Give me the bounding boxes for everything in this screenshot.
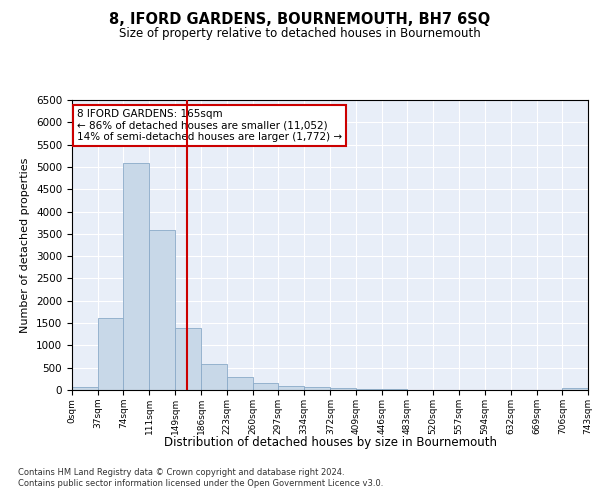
Bar <box>227 377 253 390</box>
Bar <box>562 388 588 390</box>
Bar <box>98 318 124 390</box>
Bar <box>253 384 278 390</box>
Text: 8, IFORD GARDENS, BOURNEMOUTH, BH7 6SQ: 8, IFORD GARDENS, BOURNEMOUTH, BH7 6SQ <box>109 12 491 28</box>
Y-axis label: Number of detached properties: Number of detached properties <box>20 158 31 332</box>
Text: 8 IFORD GARDENS: 165sqm
← 86% of detached houses are smaller (11,052)
14% of sem: 8 IFORD GARDENS: 165sqm ← 86% of detache… <box>77 108 342 142</box>
Bar <box>124 164 149 390</box>
Text: Size of property relative to detached houses in Bournemouth: Size of property relative to detached ho… <box>119 28 481 40</box>
Text: Contains public sector information licensed under the Open Government Licence v3: Contains public sector information licen… <box>18 479 383 488</box>
Bar <box>278 386 304 390</box>
Bar <box>175 328 201 390</box>
Bar <box>149 230 175 390</box>
Bar <box>201 364 227 390</box>
Bar <box>304 387 331 390</box>
Text: Contains HM Land Registry data © Crown copyright and database right 2024.: Contains HM Land Registry data © Crown c… <box>18 468 344 477</box>
Bar <box>331 388 356 390</box>
Bar <box>356 388 382 390</box>
Text: Distribution of detached houses by size in Bournemouth: Distribution of detached houses by size … <box>163 436 497 449</box>
Bar <box>72 387 98 390</box>
